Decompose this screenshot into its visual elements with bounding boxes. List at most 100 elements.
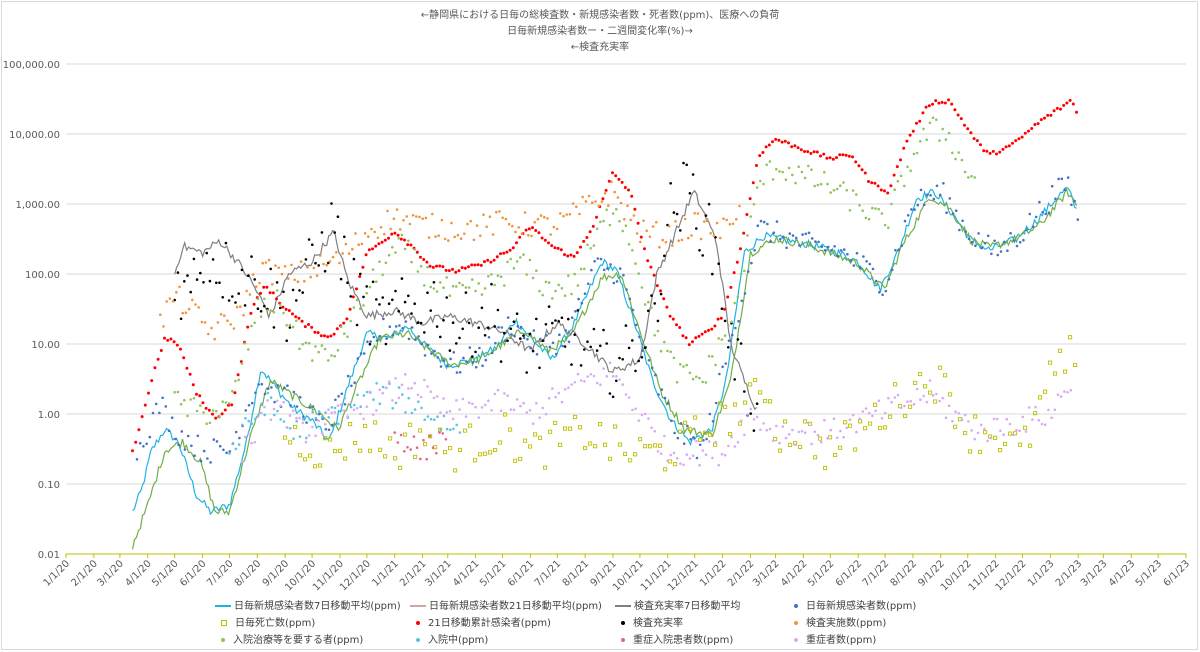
data-point <box>771 439 775 443</box>
data-point <box>140 415 144 419</box>
data-point <box>912 152 916 156</box>
data-point <box>426 415 430 418</box>
data-point <box>214 416 218 420</box>
data-point <box>445 427 449 431</box>
data-point <box>1063 390 1066 393</box>
data-point <box>932 197 936 201</box>
data-point <box>538 435 543 440</box>
data-point <box>158 411 161 415</box>
data-point <box>522 401 525 405</box>
data-point <box>892 173 896 177</box>
data-point <box>643 346 647 350</box>
data-point <box>525 273 528 276</box>
data-point <box>538 289 541 293</box>
data-point <box>992 417 996 421</box>
data-point <box>411 214 415 217</box>
data-point <box>301 417 305 421</box>
data-point <box>817 240 820 244</box>
data-point <box>515 312 519 316</box>
data-point <box>599 220 602 224</box>
data-point <box>820 245 824 248</box>
data-point <box>310 325 314 329</box>
data-point <box>1066 391 1069 394</box>
data-point <box>388 436 393 441</box>
legend-label: 重症者数(ppm) <box>806 635 877 646</box>
data-point <box>826 437 829 440</box>
data-point <box>684 336 688 340</box>
data-point <box>678 429 683 434</box>
data-point <box>637 272 640 275</box>
legend-label: 検査実施数(ppm) <box>806 618 887 629</box>
data-point <box>615 379 618 383</box>
data-point <box>259 315 263 319</box>
data-point <box>943 373 948 378</box>
data-point <box>944 138 948 141</box>
data-point <box>713 324 717 328</box>
data-point <box>829 191 832 194</box>
data-point <box>367 235 370 238</box>
data-point <box>154 402 158 406</box>
data-point <box>1015 244 1019 248</box>
data-point <box>704 453 708 457</box>
data-point <box>839 249 843 252</box>
data-point <box>207 332 210 336</box>
data-point <box>442 286 445 290</box>
data-point <box>445 276 449 279</box>
data-point <box>247 348 250 351</box>
data-point <box>966 127 970 131</box>
data-point <box>397 309 401 313</box>
data-point <box>723 404 728 409</box>
data-point <box>929 194 932 197</box>
data-point <box>727 444 730 448</box>
data-point <box>743 433 746 437</box>
x-tick-label: 2/1/21 <box>398 558 429 589</box>
data-point <box>362 304 365 307</box>
data-point <box>828 156 832 160</box>
data-point <box>582 239 586 243</box>
data-point <box>873 402 878 407</box>
data-point <box>583 292 587 296</box>
data-point <box>572 254 576 258</box>
data-point <box>148 435 152 439</box>
data-point <box>283 265 287 268</box>
data-point <box>753 377 758 383</box>
data-point <box>330 423 334 427</box>
data-point <box>362 417 365 421</box>
data-point <box>1025 228 1028 232</box>
data-point <box>798 444 803 449</box>
data-point <box>728 431 733 437</box>
data-point <box>1008 422 1012 426</box>
data-point <box>756 224 760 227</box>
data-point <box>632 214 636 217</box>
data-point <box>637 419 641 422</box>
data-point <box>339 277 343 281</box>
data-point <box>362 295 365 299</box>
legend-swatch <box>615 605 631 607</box>
x-tick-label: 5/1/22 <box>806 558 837 589</box>
data-point <box>230 403 234 407</box>
data-point <box>574 310 577 313</box>
data-point <box>1047 211 1051 214</box>
data-point <box>793 144 797 148</box>
data-point <box>245 289 248 293</box>
data-point <box>622 273 625 277</box>
data-point <box>803 150 806 153</box>
data-point <box>206 457 209 460</box>
data-point <box>691 340 694 344</box>
data-point <box>855 193 858 196</box>
data-point <box>554 319 557 322</box>
data-point <box>833 245 836 248</box>
data-point <box>661 238 664 242</box>
data-point <box>922 394 925 398</box>
data-point <box>838 153 842 157</box>
data-point <box>625 288 628 291</box>
legend-label: 重症入院患者数(ppm) <box>633 635 734 646</box>
data-point <box>202 411 205 414</box>
data-point <box>755 415 759 419</box>
data-point <box>184 311 188 315</box>
data-point <box>848 209 852 212</box>
data-point <box>203 321 207 324</box>
data-point <box>842 248 846 251</box>
data-point <box>519 325 523 329</box>
